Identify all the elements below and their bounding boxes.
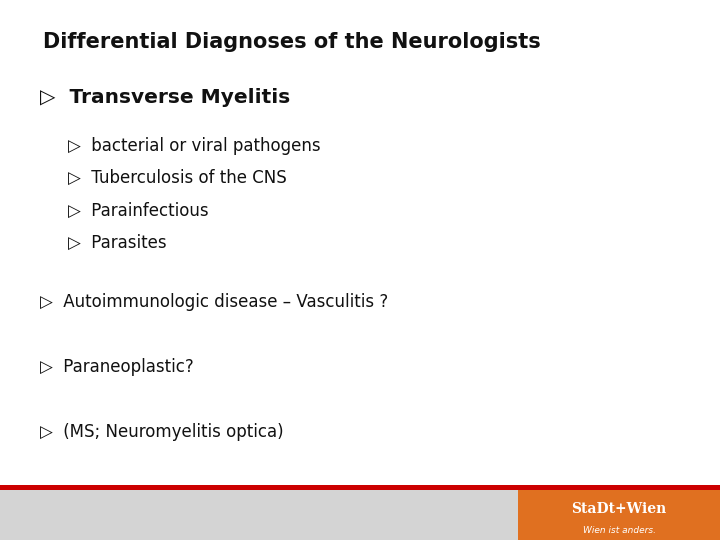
Text: ▷  bacterial or viral pathogens: ▷ bacterial or viral pathogens	[68, 137, 321, 155]
Text: ▷  Parainfectious: ▷ Parainfectious	[68, 201, 209, 220]
Text: ▷  Parasites: ▷ Parasites	[68, 234, 167, 252]
Text: ▷  Tuberculosis of the CNS: ▷ Tuberculosis of the CNS	[68, 169, 287, 187]
Bar	[0, 485, 720, 490]
Text: ▷  Paraneoplastic?: ▷ Paraneoplastic?	[40, 358, 194, 376]
Text: ▷  Transverse Myelitis: ▷ Transverse Myelitis	[40, 87, 290, 107]
Text: Wien ist anders.: Wien ist anders.	[582, 525, 656, 535]
Bar	[518, 490, 720, 540]
Bar	[0, 490, 720, 540]
Text: ▷  (MS; Neuromyelitis optica): ▷ (MS; Neuromyelitis optica)	[40, 423, 283, 441]
Text: Differential Diagnoses of the Neurologists: Differential Diagnoses of the Neurologis…	[43, 32, 541, 52]
Text: StaDt+Wien: StaDt+Wien	[572, 502, 667, 516]
Text: ▷  Autoimmunologic disease – Vasculitis ?: ▷ Autoimmunologic disease – Vasculitis ?	[40, 293, 388, 312]
